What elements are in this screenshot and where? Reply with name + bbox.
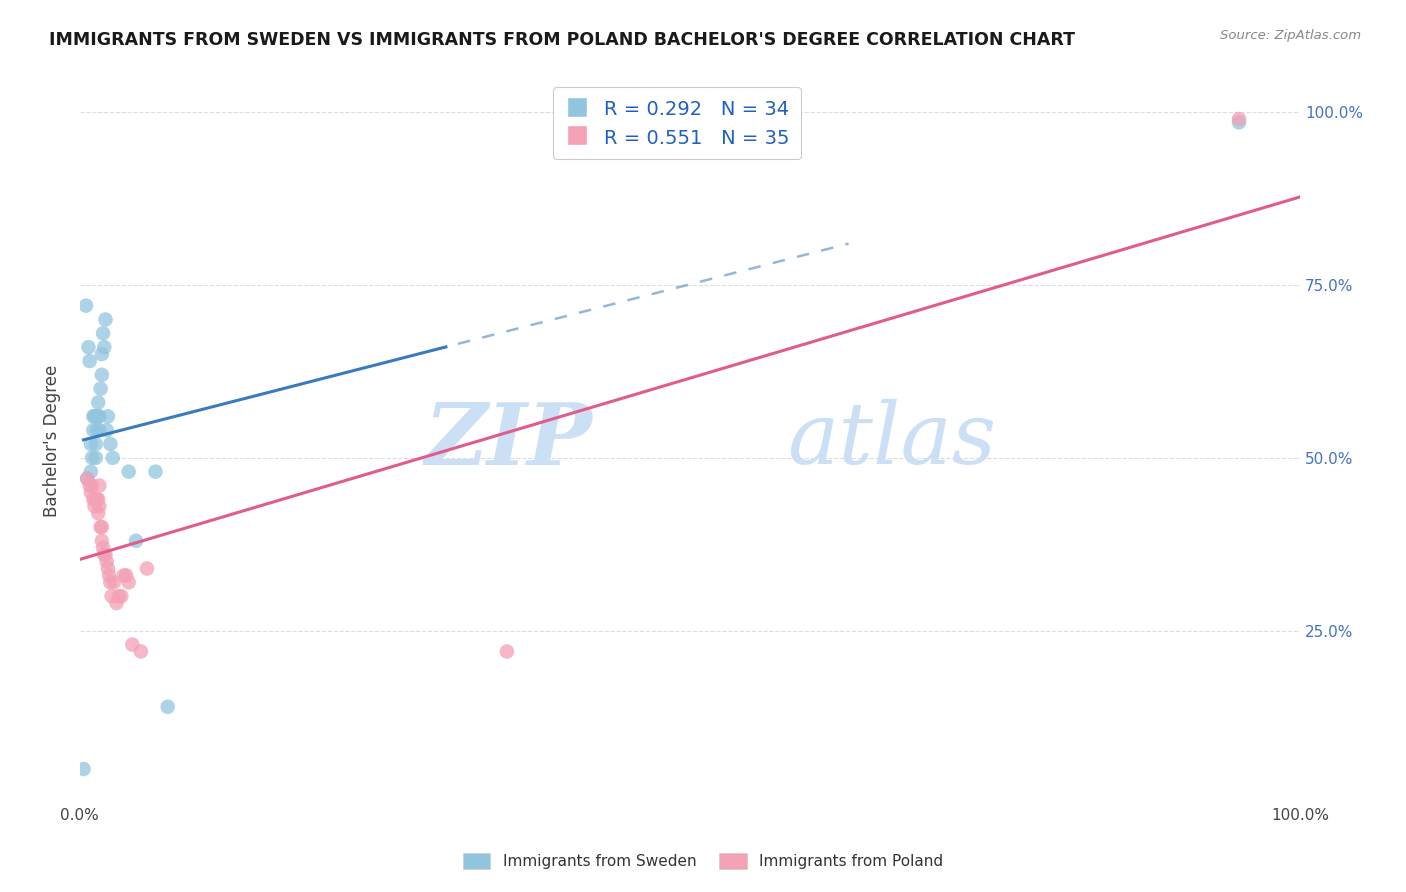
Point [121, 638, 143, 652]
Point [83, 500, 105, 514]
Point [80, 465, 103, 479]
Point [86, 492, 108, 507]
Legend: R = 0.292   N = 34, R = 0.551   N = 35: R = 0.292 N = 34, R = 0.551 N = 35 [553, 87, 801, 160]
Point [97, 561, 120, 575]
Point [93, 548, 115, 562]
Point [86, 423, 108, 437]
Point [80, 485, 103, 500]
Point [80, 478, 103, 492]
Point [115, 568, 138, 582]
Point [103, 575, 125, 590]
Point [84, 450, 107, 465]
Point [94, 548, 117, 562]
Point [136, 561, 159, 575]
Point [145, 465, 167, 479]
Point [80, 450, 103, 465]
Point [87, 506, 110, 520]
Point [112, 568, 135, 582]
Point [89, 409, 111, 424]
Point [90, 520, 112, 534]
Point [90, 533, 112, 548]
Point [76, 472, 98, 486]
Text: ZIP: ZIP [425, 399, 592, 483]
Point [129, 644, 152, 658]
Y-axis label: Bachelor's Degree: Bachelor's Degree [44, 365, 60, 516]
Point [90, 382, 112, 396]
Point [105, 596, 128, 610]
Point [82, 423, 104, 437]
Point [79, 354, 101, 368]
Point [118, 465, 141, 479]
Text: Source: ZipAtlas.com: Source: ZipAtlas.com [1220, 29, 1361, 42]
Point [100, 575, 122, 590]
Point [100, 589, 122, 603]
Point [118, 575, 141, 590]
Point [110, 589, 132, 603]
Point [89, 478, 111, 492]
Point [156, 699, 179, 714]
Text: atlas: atlas [787, 400, 997, 482]
Point [96, 423, 118, 437]
Point [100, 437, 122, 451]
Point [76, 472, 98, 486]
Point [82, 492, 104, 507]
Point [91, 326, 114, 341]
Point [93, 340, 115, 354]
Text: IMMIGRANTS FROM SWEDEN VS IMMIGRANTS FROM POLAND BACHELOR'S DEGREE CORRELATION C: IMMIGRANTS FROM SWEDEN VS IMMIGRANTS FRO… [49, 31, 1076, 49]
Point [79, 478, 101, 492]
Point [87, 492, 110, 507]
Point [496, 644, 519, 658]
Point [84, 492, 107, 507]
Point [87, 395, 110, 409]
Point [91, 541, 114, 555]
Point [90, 368, 112, 382]
Point [87, 409, 110, 424]
Point [94, 312, 117, 326]
Point [98, 568, 121, 582]
Point [90, 520, 112, 534]
Point [86, 409, 108, 424]
Point [89, 423, 111, 437]
Legend: Immigrants from Sweden, Immigrants from Poland: Immigrants from Sweden, Immigrants from … [457, 847, 949, 875]
Point [1227, 112, 1250, 126]
Point [80, 437, 103, 451]
Point [108, 589, 131, 603]
Point [72, 762, 94, 776]
Point [82, 409, 104, 424]
Point [96, 555, 118, 569]
Point [84, 437, 107, 451]
Point [89, 500, 111, 514]
Point [1227, 115, 1250, 129]
Point [83, 409, 105, 424]
Point [77, 340, 100, 354]
Point [90, 347, 112, 361]
Point [125, 533, 148, 548]
Point [101, 450, 124, 465]
Point [75, 299, 97, 313]
Point [97, 409, 120, 424]
